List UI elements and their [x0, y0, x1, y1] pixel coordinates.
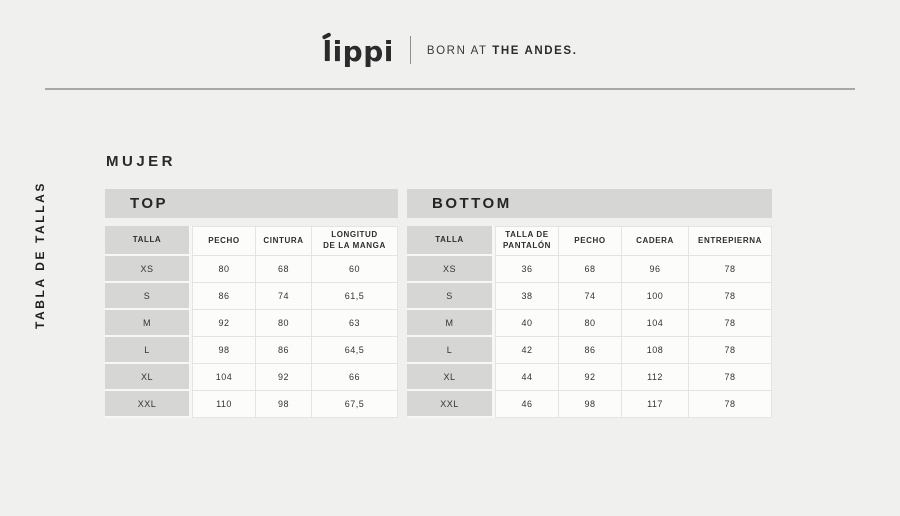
measurement-cell: 78	[689, 256, 772, 283]
size-label-cell: XXL	[105, 391, 192, 418]
top-size-table: TALLA PECHO CINTURA LONGITUD DE LA MANGA XS 8…	[105, 226, 398, 418]
measurement-cell: 78	[689, 283, 772, 310]
table-row: S 86 74 61,5	[105, 283, 398, 310]
measurement-cell: 63	[312, 310, 398, 337]
measurement-cell: 44	[495, 364, 559, 391]
logo-divider	[409, 36, 411, 64]
measurement-cell: 98	[192, 337, 256, 364]
measurement-cell: 68	[559, 256, 622, 283]
measurement-cell: 104	[192, 364, 256, 391]
header-divider-line	[45, 88, 855, 90]
tagline-regular: BORN AT	[426, 45, 493, 57]
table-row: M 92 80 63	[105, 310, 398, 337]
measurement-cell: 96	[622, 256, 689, 283]
measurement-cell: 80	[559, 310, 622, 337]
measurement-cell: 67,5	[312, 391, 398, 418]
measurement-cell: 74	[256, 283, 312, 310]
measurement-cell: 64,5	[312, 337, 398, 364]
measurement-cell: 98	[559, 391, 622, 418]
measurement-cell: 98	[256, 391, 312, 418]
vertical-page-title: TABLA DE TALLAS	[33, 180, 47, 330]
measure-column-header: ENTREPIERNA	[689, 226, 772, 256]
measurement-cell: 100	[622, 283, 689, 310]
measurement-cell: 78	[689, 364, 772, 391]
table-row: XXL 46 98 117 78	[407, 391, 772, 418]
table-row: XL 104 92 66	[105, 364, 398, 391]
measurement-cell: 108	[622, 337, 689, 364]
section-title-mujer: MUJER	[106, 153, 177, 170]
measurement-cell: 92	[256, 364, 312, 391]
size-label-cell: XXL	[407, 391, 495, 418]
size-label-cell: S	[105, 283, 192, 310]
bottom-size-table-block: BOTTOM TALLA TALLA DE PANTALÓN PECHO CADERA…	[407, 189, 772, 418]
measurement-cell: 110	[192, 391, 256, 418]
measurement-cell: 60	[312, 256, 398, 283]
size-label-cell: XL	[105, 364, 192, 391]
table-row: S 38 74 100 78	[407, 283, 772, 310]
measurement-cell: 80	[192, 256, 256, 283]
size-label-cell: XL	[407, 364, 495, 391]
measurement-cell: 68	[256, 256, 312, 283]
measurement-cell: 78	[689, 391, 772, 418]
measure-column-header: LONGITUD DE LA MANGA	[312, 226, 398, 256]
measure-column-header: CADERA	[622, 226, 689, 256]
measurement-cell: 80	[256, 310, 312, 337]
measurement-cell: 74	[559, 283, 622, 310]
measurement-cell: 92	[559, 364, 622, 391]
table-row: XS 36 68 96 78	[407, 256, 772, 283]
measurement-cell: 117	[622, 391, 689, 418]
measurement-cell: 66	[312, 364, 398, 391]
top-table-title-bar: TOP	[105, 189, 398, 218]
measurement-cell: 40	[495, 310, 559, 337]
tagline-bold: THE ANDES.	[492, 45, 578, 57]
measurement-cell: 46	[495, 391, 559, 418]
measure-column-header: PECHO	[559, 226, 622, 256]
size-label-cell: XS	[407, 256, 495, 283]
measurement-cell: 42	[495, 337, 559, 364]
table-row: XXL 110 98 67,5	[105, 391, 398, 418]
bottom-size-table: TALLA TALLA DE PANTALÓN PECHO CADERA ENTREPI…	[407, 226, 772, 418]
size-label-cell: L	[105, 337, 192, 364]
brand-header: lippi BORN AT THE ANDES.	[0, 30, 900, 70]
table-row: XS 80 68 60	[105, 256, 398, 283]
bottom-table-title-bar: BOTTOM	[407, 189, 772, 218]
lippi-logo: lippi	[322, 32, 394, 68]
measure-column-header: CINTURA	[256, 226, 312, 256]
size-label-cell: L	[407, 337, 495, 364]
size-label-cell: M	[407, 310, 495, 337]
measurement-cell: 78	[689, 337, 772, 364]
table-row: M 40 80 104 78	[407, 310, 772, 337]
size-tables-container: TOP TALLA PECHO CINTURA LONGITUD DE LA MANG…	[105, 189, 772, 418]
measurement-cell: 61,5	[312, 283, 398, 310]
table-row: L 98 86 64,5	[105, 337, 398, 364]
brand-tagline: BORN AT THE ANDES.	[427, 43, 578, 57]
measurement-cell: 38	[495, 283, 559, 310]
measurement-cell: 104	[622, 310, 689, 337]
measurement-cell: 78	[689, 310, 772, 337]
size-label-cell: XS	[105, 256, 192, 283]
size-column-header: TALLA	[105, 226, 192, 256]
measurement-cell: 112	[622, 364, 689, 391]
top-size-table-block: TOP TALLA PECHO CINTURA LONGITUD DE LA MANG…	[105, 189, 398, 418]
measurement-cell: 92	[192, 310, 256, 337]
measurement-cell: 36	[495, 256, 559, 283]
size-label-cell: S	[407, 283, 495, 310]
measurement-cell: 86	[559, 337, 622, 364]
size-label-cell: M	[105, 310, 192, 337]
measurement-cell: 86	[192, 283, 256, 310]
measure-column-header: TALLA DE PANTALÓN	[495, 226, 559, 256]
size-column-header: TALLA	[407, 226, 495, 256]
table-row: L 42 86 108 78	[407, 337, 772, 364]
measurement-cell: 86	[256, 337, 312, 364]
table-row: XL 44 92 112 78	[407, 364, 772, 391]
logo-text: lippi	[322, 35, 394, 68]
measure-column-header: PECHO	[192, 226, 256, 256]
